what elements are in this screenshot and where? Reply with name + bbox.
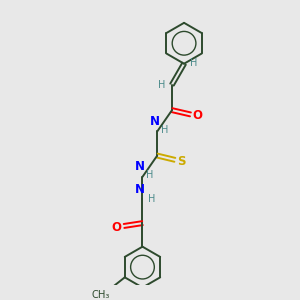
- Text: S: S: [177, 155, 186, 168]
- Text: N: N: [150, 115, 160, 128]
- Text: H: H: [148, 194, 155, 204]
- Text: H: H: [146, 170, 153, 180]
- Text: N: N: [135, 183, 145, 196]
- Text: O: O: [111, 221, 121, 234]
- Text: CH₃: CH₃: [92, 290, 110, 300]
- Text: N: N: [135, 160, 145, 173]
- Text: H: H: [190, 58, 198, 68]
- Text: H: H: [158, 80, 166, 91]
- Text: O: O: [193, 109, 203, 122]
- Text: H: H: [160, 125, 168, 135]
